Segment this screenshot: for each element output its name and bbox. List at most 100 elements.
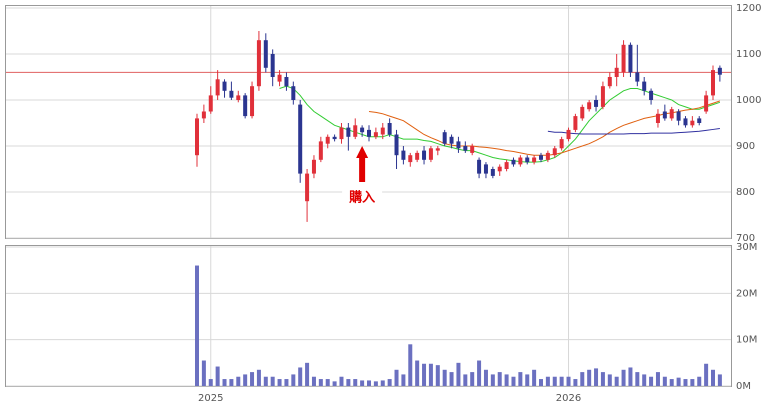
volume-bar <box>573 379 578 386</box>
volume-bar <box>580 372 585 386</box>
volume-bar <box>449 372 454 386</box>
candle-body <box>607 77 612 87</box>
volume-bar <box>277 379 282 386</box>
volume-bar <box>587 369 592 386</box>
candle-body <box>311 159 316 174</box>
candle-body <box>456 141 461 149</box>
volume-bar <box>360 380 365 386</box>
volume-bar <box>504 374 509 386</box>
volume-bar <box>649 376 654 386</box>
volume-bar <box>635 372 640 386</box>
candle-body <box>594 100 599 107</box>
volume-bar <box>408 344 413 386</box>
volume-bar <box>353 379 358 386</box>
volume-bar <box>676 377 681 386</box>
volume-bar <box>367 380 371 386</box>
buy-arrow <box>356 146 369 182</box>
y-tick-label: 1100 <box>736 49 761 60</box>
candle-body <box>642 81 647 91</box>
annotation-text: 購入 <box>348 190 375 206</box>
candle-body <box>621 44 626 73</box>
candle-body <box>215 79 220 96</box>
candle-body <box>697 118 702 123</box>
candle-body <box>463 146 468 151</box>
volume-bar <box>621 369 626 386</box>
candle-body <box>717 67 722 75</box>
candle-body <box>518 157 523 165</box>
candle-body <box>367 129 371 137</box>
candle-body <box>229 90 234 98</box>
volume-bar <box>394 369 399 386</box>
volume-bar <box>270 376 275 386</box>
volume-bar <box>215 366 220 386</box>
y-tick-label: 0M <box>736 381 751 392</box>
volume-bar <box>415 360 420 386</box>
candle-body <box>539 155 543 160</box>
candle-body <box>346 127 351 137</box>
candle-body <box>614 67 619 77</box>
candle-body <box>332 136 337 140</box>
candle-body <box>435 148 440 151</box>
volume-bar <box>222 379 227 386</box>
candle-body <box>270 54 275 77</box>
volume-bar <box>552 376 557 386</box>
y-tick-label: 900 <box>736 141 755 152</box>
candle-body <box>195 118 199 156</box>
volume-bar <box>243 374 248 386</box>
candle-body <box>525 157 530 163</box>
candle-body <box>401 150 406 160</box>
candle-body <box>628 44 633 73</box>
volume-bar <box>497 372 502 386</box>
candle-body <box>201 111 206 119</box>
candle-body <box>497 166 502 172</box>
y-tick-label: 1000 <box>736 95 761 106</box>
volume-bar <box>250 372 255 386</box>
moving-average-line <box>547 128 720 135</box>
volume-bar <box>256 369 261 386</box>
candle-body <box>263 40 268 68</box>
candle-body <box>236 95 241 100</box>
candle-body <box>552 148 557 156</box>
volume-bar <box>607 374 612 386</box>
volume-bar <box>545 376 550 386</box>
moving-average-line <box>368 100 721 156</box>
volume-bar <box>683 379 688 386</box>
volume-bar <box>518 372 523 386</box>
candle-body <box>360 127 365 133</box>
candle-body <box>394 134 399 156</box>
volume-bar <box>373 381 378 386</box>
volume-bar <box>311 376 316 386</box>
candle-body <box>669 109 674 119</box>
candle-body <box>442 132 447 144</box>
volume-bar <box>490 374 495 386</box>
candle-body <box>483 164 488 174</box>
y-tick-label: 700 <box>736 233 755 244</box>
volume-bar <box>442 369 447 386</box>
candle-body <box>428 148 433 160</box>
y-tick-label: 30M <box>736 242 757 253</box>
candle-body <box>277 74 282 82</box>
candle-body <box>325 136 330 144</box>
x-tick-label: 2026 <box>556 393 581 404</box>
candle-body <box>222 81 227 91</box>
candle-body <box>256 40 261 87</box>
candle-body <box>573 116 578 130</box>
volume-bar <box>236 376 241 386</box>
volume-bar <box>387 379 392 386</box>
candle-body <box>511 159 516 165</box>
y-tick-label: 10M <box>736 335 757 346</box>
volume-bar <box>539 379 543 386</box>
volume-bar <box>456 362 461 386</box>
candle-body <box>415 152 420 160</box>
candle-body <box>655 113 660 123</box>
volume-bar <box>525 374 530 386</box>
volume-bar <box>339 376 344 386</box>
volume-bar <box>201 360 206 386</box>
volume-bar <box>655 372 660 386</box>
volume-bar <box>284 379 289 386</box>
candle-body <box>704 95 709 112</box>
candle-body <box>305 173 310 202</box>
candle-body <box>250 86 255 117</box>
candle-body <box>449 136 454 144</box>
candle-body <box>208 95 213 112</box>
